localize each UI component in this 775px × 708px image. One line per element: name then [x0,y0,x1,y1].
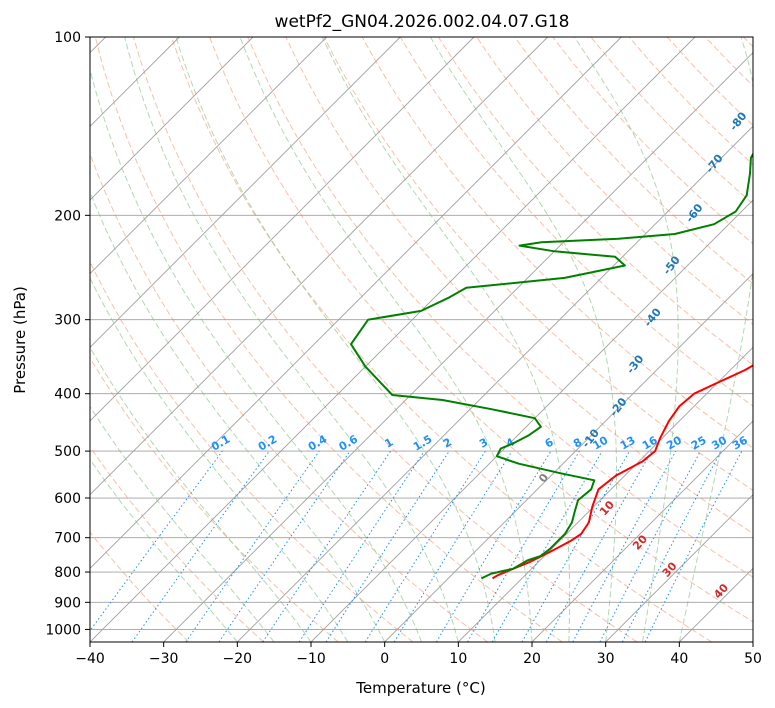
y-tick-label: 800 [54,565,81,581]
x-tick-label: −20 [223,651,253,667]
mixing-ratio-line [262,450,392,642]
y-axis: 1000 900 800 700 600 500 400 300 200 100 [45,30,90,638]
y-tick-label: 900 [54,595,81,611]
isotherm-line [90,37,696,642]
isotherm-line [90,37,622,569]
moist-adiabat-line [124,37,459,642]
isotherm-line [237,125,753,642]
y-tick-label: 100 [54,30,81,46]
y-tick-label: 400 [54,387,81,403]
x-tick-label: 50 [744,651,762,667]
isotherm-line [310,199,753,642]
mixing-ratio-line [131,450,270,642]
isotherm-line [384,273,753,642]
isotherm-line [90,37,548,496]
isotherm-line [458,346,753,642]
moist-adiabat-line [678,37,753,642]
moist-adiabat-line [90,190,386,642]
y-axis-title: Pressure (hPa) [11,286,29,394]
moist-adiabat-line [175,37,496,642]
y-tick-label: 300 [54,313,81,329]
moist-adiabat-line [573,37,679,642]
isotherm-line [163,52,753,642]
mixing-ratio-lines [90,450,743,642]
mixing-ratio-line [545,450,653,642]
dry-adiabats [90,37,753,642]
y-tick-label: 500 [54,444,81,460]
isotherm-line [605,494,753,642]
dry-adiabat-line [90,531,190,642]
mixing-ratio-line [325,450,450,642]
isotherm-line [90,37,254,201]
isotherm-line [531,420,753,642]
dewpoint-profile [350,152,753,580]
mixing-ratio-line [572,450,677,642]
dry-adiabat-line [399,37,753,407]
dry-adiabat-line [90,446,264,642]
moist-adiabat-line [90,276,349,642]
y-tick-label: 1000 [45,622,81,638]
x-tick-label: 10 [449,651,467,667]
dry-adiabat-line [514,37,753,285]
x-axis-title: Temperature (°C) [355,679,485,697]
moist-adiabat-line [90,67,422,642]
dry-adiabat-line [132,37,638,642]
y-tick-label: 700 [54,531,81,547]
y-tick-label: 200 [54,208,81,224]
dry-adiabat-line [285,37,753,535]
mixing-ratio-line [298,450,425,642]
dry-adiabat-line [247,37,753,578]
mixing-ratio-line [90,450,223,632]
moist-adiabat-line [90,458,238,642]
x-tick-label: −40 [75,651,105,667]
isotherm-line [90,37,475,422]
isotherm-line [90,37,401,348]
dry-adiabat-line [94,37,563,642]
x-tick-label: 0 [380,651,389,667]
mixing-ratio-line [218,450,351,642]
dry-adiabat-label: -90 [753,65,775,89]
dry-adiabat-line [209,37,753,623]
moist-adiabat-line [321,37,571,642]
mixing-ratio-line [393,450,513,642]
x-tick-label: −30 [149,651,179,667]
sounding-series [350,152,753,580]
x-axis: −40 −30 −20 −10 0 10 20 30 40 50 [75,642,762,667]
isotherm-line [90,37,327,275]
x-tick-label: 20 [523,651,541,667]
dry-adiabat-line [90,356,339,642]
dry-adiabat-line [90,152,488,642]
mixing-ratio-line [644,450,743,642]
moist-adiabat-line [239,37,533,642]
y-tick-label: 600 [54,491,81,507]
moist-adiabat-line [429,37,617,642]
isotherms [90,37,753,642]
plot-frame [89,36,754,643]
isotherm-line [752,641,753,642]
x-tick-label: 30 [597,651,615,667]
mixing-ratio-line [185,450,320,642]
pressure-gridlines [90,37,753,630]
mixing-ratio-line [521,450,630,642]
plot-area: 0.10.20.40.611.52346810131620253036-100-… [90,37,775,642]
x-tick-label: −10 [296,651,326,667]
dry-adiabat-line [361,37,753,449]
dry-adiabat-line [437,37,753,366]
temperature-profile [491,364,753,580]
chart-title: wetPf2_GN04.2026.002.04.07.G18 [275,12,570,32]
x-tick-label: 40 [670,651,688,667]
